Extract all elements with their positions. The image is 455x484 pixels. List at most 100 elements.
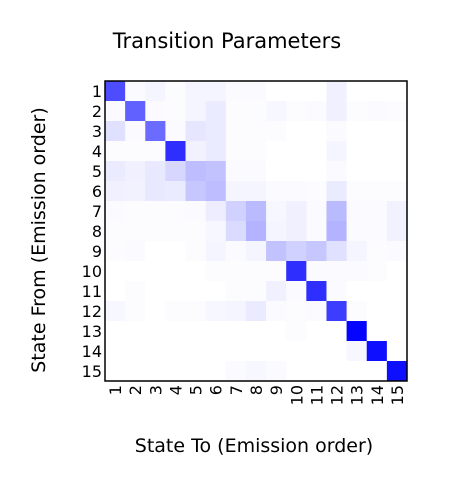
heatmap-cell-r9-c14: [366, 241, 388, 262]
heatmap-cell-r11-c14: [366, 281, 388, 302]
heatmap-cell-r5-c10: [286, 161, 307, 182]
heatmap-cell-r8-c12: [326, 221, 347, 242]
heatmap-cell-r3-c5: [185, 121, 207, 142]
heatmap-cell-r6-c6: [205, 181, 227, 202]
heatmap-cell-r12-c13: [346, 301, 368, 322]
heatmap-cell-r13-c4: [165, 321, 186, 342]
heatmap-cell-r8-c15: [386, 221, 408, 242]
heatmap-cell-r15-c8: [245, 361, 267, 382]
y-tick-label: 8: [92, 222, 102, 241]
heatmap-cell-r1-c11: [306, 81, 327, 102]
heatmap-cell-r11-c6: [205, 281, 227, 302]
heatmap-cell-r14-c3: [145, 341, 166, 362]
heatmap-cell-r7-c13: [346, 201, 368, 222]
heatmap-cell-r11-c9: [266, 281, 287, 302]
heatmap-cell-r12-c10: [286, 301, 307, 322]
heatmap-cell-r1-c7: [225, 81, 247, 102]
heatmap-cell-r5-c5: [185, 161, 207, 182]
heatmap-cell-r11-c13: [346, 281, 368, 302]
heatmap-cell-r5-c15: [386, 161, 408, 182]
heatmap-cell-r13-c14: [366, 321, 388, 342]
heatmap-cell-r3-c9: [266, 121, 287, 142]
heatmap-cell-r3-c14: [366, 121, 388, 142]
heatmap-cell-r10-c6: [205, 261, 227, 282]
heatmap-cell-r10-c15: [386, 261, 408, 282]
x-tick-label: 2: [126, 385, 145, 395]
y-tick-label: 2: [92, 102, 102, 121]
x-tick-label: 5: [187, 385, 206, 395]
heatmap-cell-r6-c7: [225, 181, 247, 202]
heatmap-cell-r14-c10: [286, 341, 307, 362]
y-tick-label: 1: [92, 82, 102, 101]
heatmap-cell-r1-c8: [245, 81, 267, 102]
x-tick-labels: 1 2 3 4 5 6 7 8 9 10 11 12 13 14 15: [106, 385, 407, 405]
x-tick-label: 8: [247, 385, 266, 395]
heatmap-cell-r8-c3: [145, 221, 166, 242]
heatmap-cell-r1-c6: [205, 81, 227, 102]
heatmap-cell-r11-c10: [286, 281, 307, 302]
heatmap-cell-r5-c6: [205, 161, 227, 182]
x-tick-label: 3: [146, 385, 165, 395]
heatmap-cell-r3-c3: [145, 121, 166, 142]
x-axis-label: State To (Emission order): [135, 435, 373, 457]
heatmap-cell-r4-c9: [266, 141, 287, 162]
heatmap-cell-r10-c11: [306, 261, 327, 282]
heatmap-cell-r10-c13: [346, 261, 368, 282]
heatmap-cell-r13-c1: [105, 321, 126, 342]
heatmap-cell-r13-c7: [225, 321, 247, 342]
heatmap-cell-r2-c7: [225, 101, 247, 122]
heatmap-cell-r7-c15: [386, 201, 408, 222]
heatmap-cell-r14-c1: [105, 341, 126, 362]
heatmap-cell-r7-c7: [225, 201, 247, 222]
heatmap-cell-r15-c7: [225, 361, 247, 382]
heatmap-cell-r5-c1: [105, 161, 126, 182]
x-tick-label: 10: [287, 385, 306, 405]
heatmap-cell-r2-c3: [145, 101, 166, 122]
heatmap-cell-r4-c12: [326, 141, 347, 162]
heatmap-cell-r3-c2: [125, 121, 146, 142]
heatmap-cell-r3-c6: [205, 121, 227, 142]
heatmap-cell-r11-c8: [245, 281, 267, 302]
heatmap-cell-r5-c11: [306, 161, 327, 182]
heatmap-cell-r6-c1: [105, 181, 126, 202]
heatmap-cell-r2-c1: [105, 101, 126, 122]
heatmap-cell-r4-c11: [306, 141, 327, 162]
heatmap-cell-r13-c8: [245, 321, 267, 342]
heatmap-cell-r8-c10: [286, 221, 307, 242]
y-tick-label: 7: [92, 202, 102, 221]
heatmap-cell-r11-c5: [185, 281, 207, 302]
heatmap-cell-r14-c12: [326, 341, 347, 362]
heatmap-cell-r15-c12: [326, 361, 347, 382]
heatmap-cell-r7-c4: [165, 201, 186, 222]
x-tick-label: 13: [348, 385, 367, 405]
heatmap-cells: [105, 81, 408, 382]
heatmap-cell-r14-c14: [366, 341, 388, 362]
heatmap-cell-r14-c9: [266, 341, 287, 362]
heatmap-cell-r11-c1: [105, 281, 126, 302]
y-axis-label: State From (Emission order): [28, 107, 50, 373]
heatmap-cell-r1-c3: [145, 81, 166, 102]
heatmap-cell-r8-c6: [205, 221, 227, 242]
heatmap-cell-r5-c7: [225, 161, 247, 182]
heatmap-cell-r6-c10: [286, 181, 307, 202]
y-tick-label: 10: [82, 262, 102, 281]
heatmap-cell-r1-c15: [386, 81, 408, 102]
heatmap-cell-r7-c8: [245, 201, 267, 222]
y-tick-label: 11: [82, 282, 102, 301]
heatmap-cell-r9-c11: [306, 241, 327, 262]
heatmap-cell-r14-c6: [205, 341, 227, 362]
chart-title: Transition Parameters: [112, 29, 341, 53]
heatmap-cell-r12-c8: [245, 301, 267, 322]
heatmap-cell-r2-c10: [286, 101, 307, 122]
heatmap-cell-r14-c2: [125, 341, 146, 362]
heatmap-cell-r6-c3: [145, 181, 166, 202]
heatmap-cell-r3-c4: [165, 121, 186, 142]
heatmap-cell-r10-c8: [245, 261, 267, 282]
heatmap-cell-r4-c14: [366, 141, 388, 162]
heatmap-cell-r8-c7: [225, 221, 247, 242]
heatmap-cell-r2-c14: [366, 101, 388, 122]
heatmap-cell-r1-c10: [286, 81, 307, 102]
heatmap-cell-r9-c15: [386, 241, 408, 262]
heatmap-cell-r4-c13: [346, 141, 368, 162]
